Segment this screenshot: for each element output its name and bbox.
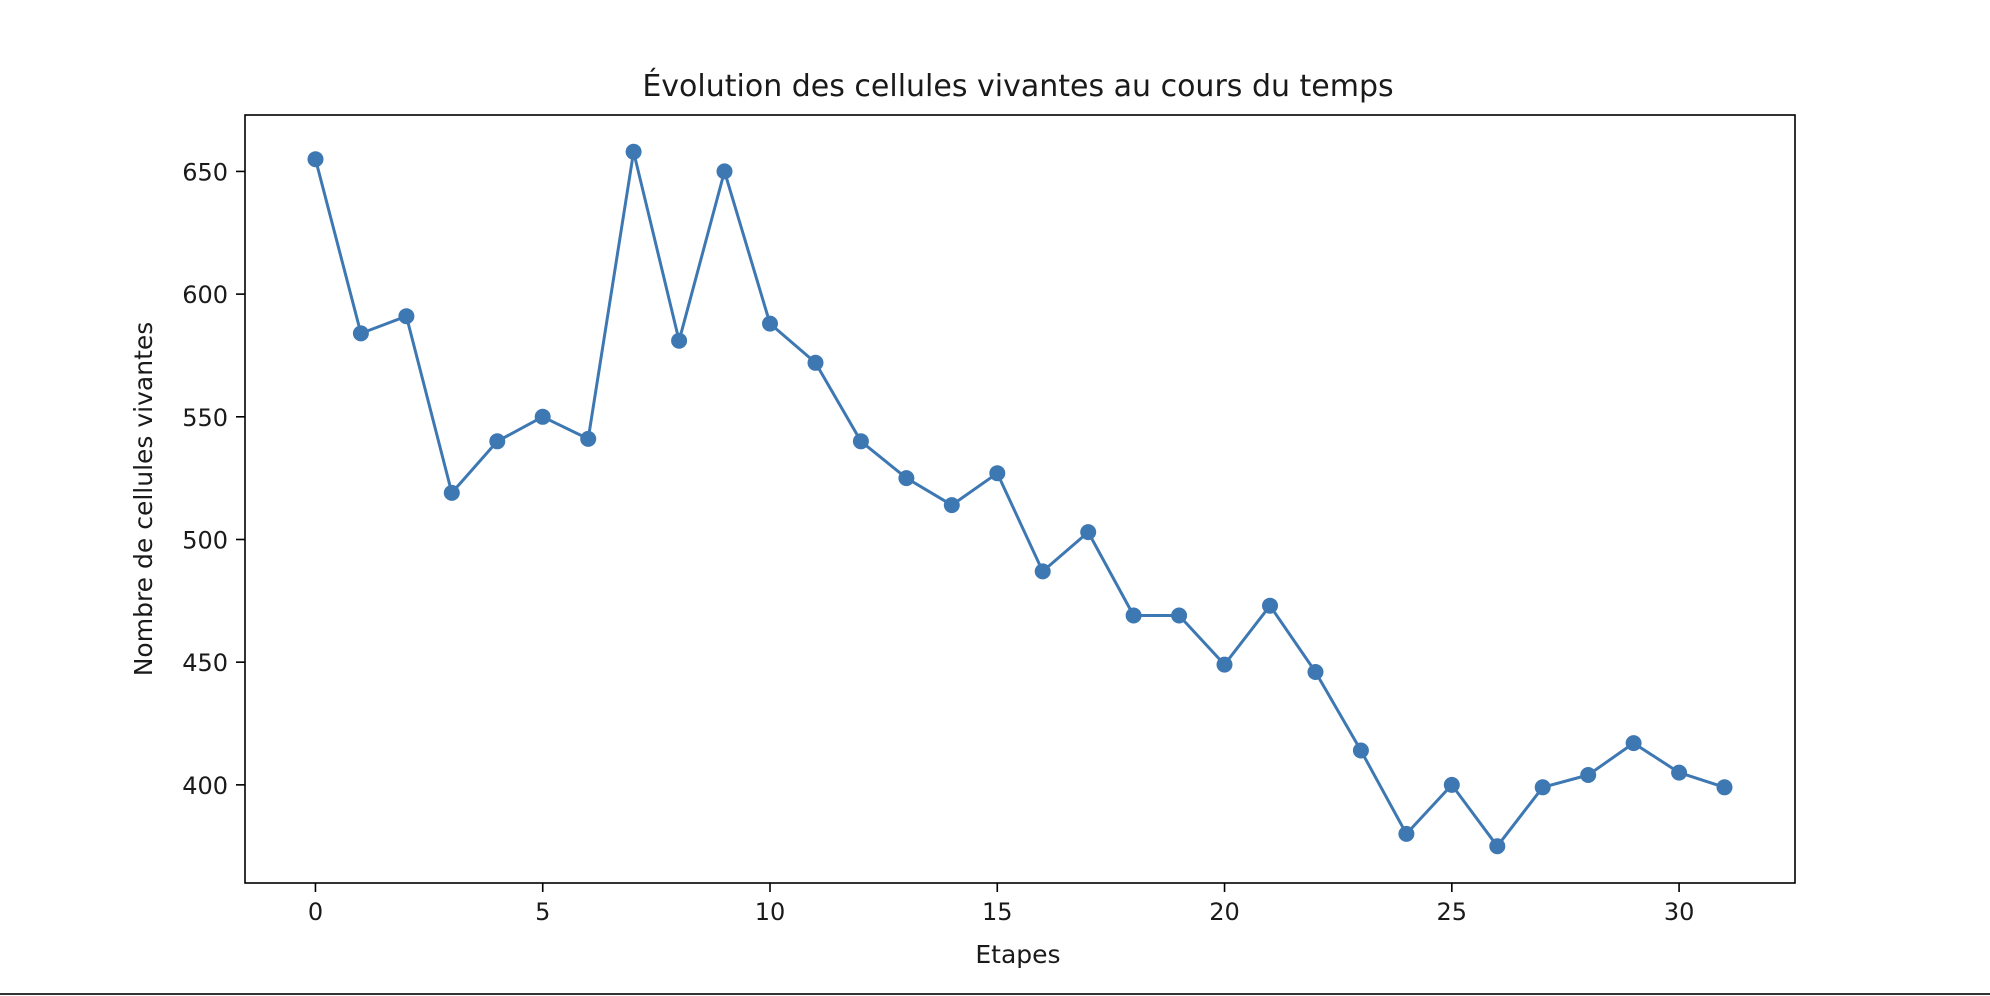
x-tick-label: 15: [982, 898, 1013, 926]
data-point: [1580, 767, 1597, 783]
data-point: [671, 332, 688, 349]
data-point: [989, 465, 1006, 482]
data-point: [307, 151, 324, 168]
data-point: [943, 497, 960, 514]
y-tick-label: 650: [182, 158, 228, 186]
x-tick-label: 0: [308, 898, 323, 926]
data-point: [1352, 742, 1369, 759]
y-tick-label: 550: [182, 404, 228, 432]
data-point: [1307, 664, 1324, 680]
data-point: [1625, 735, 1642, 752]
plot-area-frame: [244, 114, 1796, 884]
data-point: [1534, 779, 1551, 796]
data-point: [1216, 656, 1233, 673]
data-markers: [307, 143, 1733, 855]
data-point: [625, 143, 642, 160]
data-point: [580, 430, 597, 447]
data-point: [852, 433, 869, 450]
y-tick-label: 450: [182, 649, 228, 677]
data-point: [443, 484, 460, 501]
y-axis-label: Nombre de cellules vivantes: [129, 322, 158, 677]
x-tick-label: 20: [1209, 898, 1240, 926]
data-point: [1034, 563, 1051, 580]
x-tick-label: 5: [535, 898, 550, 926]
x-tick-label: 10: [755, 898, 786, 926]
y-tick-label: 600: [182, 281, 228, 309]
data-point: [1171, 607, 1188, 624]
data-point: [1671, 764, 1688, 781]
data-point: [762, 315, 778, 332]
x-tick-label: 30: [1664, 898, 1695, 926]
data-point: [1080, 524, 1097, 541]
data-point: [352, 325, 369, 342]
x-axis-label: Etapes: [975, 940, 1060, 969]
x-tick-label: 25: [1437, 898, 1468, 926]
data-point: [1125, 607, 1142, 624]
data-point: [898, 470, 915, 487]
y-tick-label: 500: [182, 526, 228, 554]
data-point: [489, 433, 506, 450]
y-axis: 400 450 500 550 600 650: [182, 158, 245, 800]
y-tick-label: 400: [182, 772, 228, 800]
x-axis: 0 5 10 15 20 25 30: [308, 883, 1695, 926]
data-point: [716, 163, 733, 180]
data-point: [1443, 776, 1460, 793]
series-line: [314, 150, 1725, 848]
divider: [0, 993, 1990, 995]
data-point: [1398, 825, 1415, 842]
data-point: [398, 308, 415, 325]
data-point: [1716, 779, 1733, 796]
data-point: [534, 408, 551, 425]
data-point: [1262, 597, 1278, 614]
data-point: [1489, 838, 1506, 855]
data-point: [807, 354, 824, 371]
chart-title: Évolution des cellules vivantes au cours…: [642, 68, 1393, 104]
